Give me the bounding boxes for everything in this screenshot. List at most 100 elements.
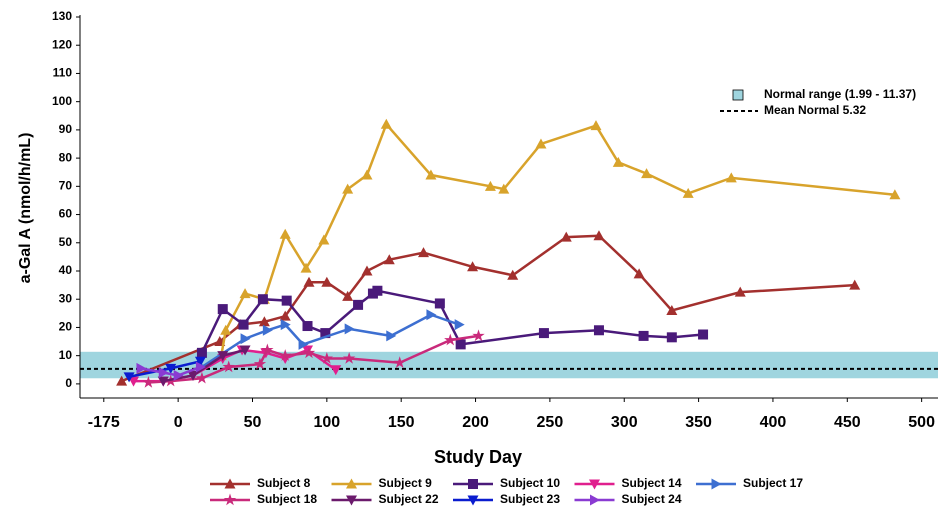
data-point — [298, 338, 309, 350]
x-tick-label: 250 — [537, 414, 564, 431]
data-point — [593, 230, 605, 241]
legend-label: Subject 24 — [622, 492, 682, 506]
data-point — [666, 305, 678, 316]
data-point — [136, 362, 147, 374]
data-point — [593, 325, 604, 336]
data-point — [320, 328, 331, 339]
y-tick-label: 20 — [59, 320, 73, 334]
data-point — [195, 371, 209, 384]
data-point — [454, 319, 465, 331]
data-point — [682, 187, 694, 198]
legend-marker — [224, 478, 236, 489]
x-axis-label: Study Day — [434, 447, 522, 467]
data-point — [386, 330, 397, 342]
y-tick-label: 0 — [65, 376, 72, 390]
data-point — [361, 169, 373, 180]
data-point — [344, 323, 355, 335]
data-point — [434, 298, 445, 309]
data-point — [666, 332, 677, 343]
data-point — [142, 375, 155, 388]
legend-marker — [589, 479, 600, 490]
legend-label: Subject 10 — [500, 476, 560, 490]
series — [116, 230, 861, 386]
legend-marker — [346, 495, 357, 506]
data-point — [342, 183, 354, 194]
data-point — [353, 299, 364, 310]
data-point — [318, 234, 330, 245]
data-point — [361, 265, 373, 276]
data-point — [734, 286, 746, 297]
series-line — [220, 121, 896, 356]
data-point — [383, 254, 395, 265]
data-point — [261, 343, 274, 356]
legend-label: Subject 17 — [743, 476, 803, 490]
data-point — [330, 365, 342, 376]
legend-label: Subject 8 — [257, 476, 311, 490]
data-point — [417, 247, 429, 258]
data-point — [426, 309, 437, 321]
legend-label: Subject 18 — [257, 492, 317, 506]
data-point — [217, 351, 229, 362]
x-tick-label: 350 — [685, 414, 712, 431]
data-point — [239, 288, 251, 299]
data-point — [239, 345, 251, 356]
legend-label: Subject 22 — [379, 492, 439, 506]
x-tick-label: 200 — [462, 414, 489, 431]
data-point — [123, 372, 135, 383]
series — [136, 361, 206, 381]
legend-marker — [346, 478, 357, 489]
x-tick-label: 400 — [760, 414, 787, 431]
data-point — [535, 138, 547, 149]
series-line — [140, 365, 201, 377]
data-point — [321, 276, 333, 287]
legend-label: Mean Normal 5.32 — [764, 103, 866, 117]
y-tick-label: 90 — [59, 122, 73, 136]
x-tick-label: 50 — [244, 414, 262, 431]
data-point — [849, 279, 861, 290]
data-point — [472, 329, 485, 342]
y-tick-label: 10 — [59, 348, 73, 362]
data-point — [302, 346, 316, 359]
data-point — [240, 333, 251, 345]
y-tick-label: 120 — [52, 37, 72, 51]
data-point — [507, 269, 519, 280]
data-point — [300, 262, 312, 273]
data-point — [279, 228, 291, 239]
data-point — [633, 268, 645, 279]
data-point — [238, 319, 249, 330]
data-point — [187, 370, 199, 381]
data-point — [641, 168, 653, 179]
data-point — [342, 351, 356, 364]
series — [197, 309, 465, 373]
series — [123, 356, 206, 383]
data-point — [258, 316, 270, 327]
x-tick-label: 300 — [611, 414, 638, 431]
data-point — [444, 333, 457, 346]
data-point — [279, 310, 291, 321]
data-point — [698, 329, 709, 340]
series — [196, 285, 709, 358]
data-point — [393, 356, 406, 368]
y-tick-label: 50 — [59, 235, 73, 249]
data-point — [195, 361, 206, 373]
series — [215, 118, 901, 361]
data-point — [257, 294, 268, 305]
data-point — [220, 324, 232, 335]
legend-label: Subject 23 — [500, 492, 560, 506]
legend-marker — [223, 493, 237, 506]
data-point — [253, 357, 267, 370]
data-point — [158, 367, 169, 379]
y-tick-label: 130 — [52, 9, 72, 23]
legend-label: Subject 14 — [622, 476, 682, 490]
data-point — [281, 295, 292, 306]
legend-marker — [467, 495, 479, 506]
y-tick-label: 60 — [59, 207, 73, 221]
y-tick-label: 30 — [59, 291, 73, 305]
x-tick-label: 100 — [313, 414, 340, 431]
data-point — [279, 349, 292, 361]
y-tick-label: 80 — [59, 150, 73, 164]
data-point — [372, 285, 383, 296]
data-point — [302, 321, 313, 332]
data-point — [560, 231, 572, 242]
